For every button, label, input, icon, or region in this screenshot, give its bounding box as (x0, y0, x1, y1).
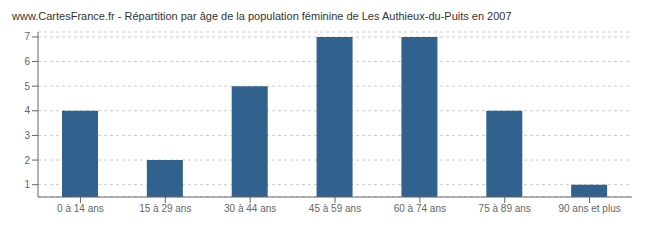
svg-text:3: 3 (24, 130, 30, 141)
svg-text:4: 4 (24, 105, 30, 116)
svg-text:0 à 14 ans: 0 à 14 ans (57, 203, 104, 214)
svg-text:15 à 29 ans: 15 à 29 ans (139, 203, 191, 214)
svg-text:7: 7 (24, 31, 30, 42)
svg-text:60 à 74 ans: 60 à 74 ans (394, 203, 446, 214)
svg-text:45 à 59 ans: 45 à 59 ans (309, 203, 361, 214)
svg-text:5: 5 (24, 81, 30, 92)
svg-text:30 à 44 ans: 30 à 44 ans (224, 203, 276, 214)
svg-text:75 à 89 ans: 75 à 89 ans (479, 203, 531, 214)
svg-text:1: 1 (24, 179, 30, 190)
html-text:www.CartesFrance.fr - Répartit: www.CartesFrance.fr - Répartition par âg… (12, 10, 512, 22)
svg-text:90 ans et plus: 90 ans et plus (558, 203, 620, 214)
svg-text:2: 2 (24, 155, 30, 166)
svg-text:6: 6 (24, 56, 30, 67)
